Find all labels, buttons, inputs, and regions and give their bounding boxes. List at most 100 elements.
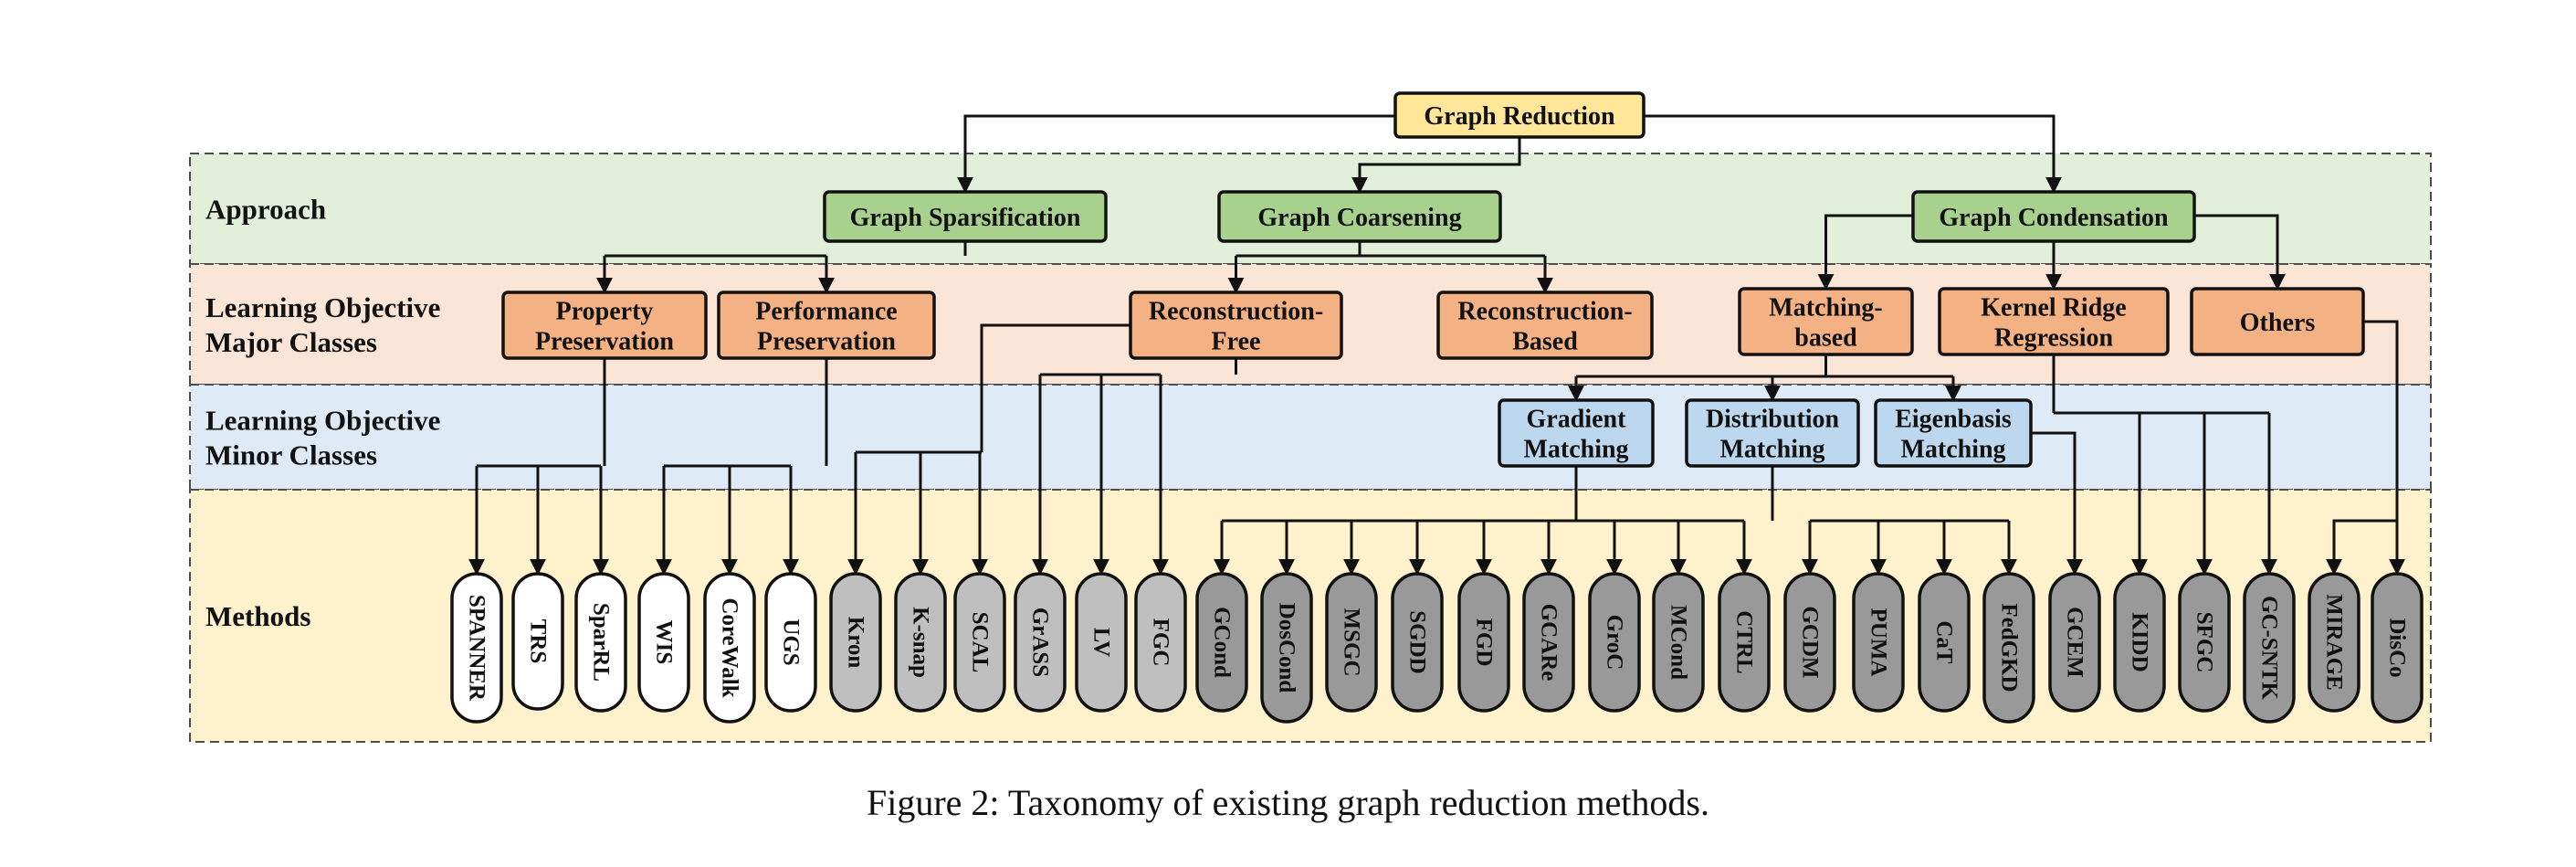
method-corewalk <box>703 572 756 724</box>
method-label-trs: TRS <box>526 619 551 664</box>
method-sgdd <box>1391 572 1444 713</box>
node-label-match: Matching- <box>1769 294 1882 322</box>
method-mirage <box>2308 572 2360 713</box>
node-label-root: Graph Reduction <box>1424 102 1615 131</box>
node-krr <box>1938 287 2170 356</box>
figure-caption: Figure 2: Taxonomy of existing graph red… <box>867 782 1709 823</box>
node-label-cond: Graph Condensation <box>1939 204 2169 232</box>
node-label-recf: Reconstruction- <box>1149 298 1323 326</box>
method-label-gcdm: GCDM <box>1798 606 1823 678</box>
method-scal <box>953 572 1006 713</box>
band-minor <box>189 384 2432 491</box>
node-label-prop: Property <box>556 298 654 326</box>
connector <box>980 323 1130 452</box>
method-label-gcond: GCond <box>1210 607 1235 678</box>
node-label-eigen: Eigenbasis <box>1895 406 2012 434</box>
method-gcare <box>1522 572 1575 713</box>
method-label-ugs: UGS <box>779 619 804 665</box>
method-ugs <box>764 572 817 713</box>
method-label-fedgkd: FedGKD <box>1997 603 2022 692</box>
method-label-sgdd: SGDD <box>1405 610 1430 673</box>
connector <box>2031 431 2083 576</box>
method-grass <box>1014 572 1067 713</box>
node-match <box>1738 287 1914 356</box>
connector <box>1351 137 1521 194</box>
node-label-perf: Performance <box>755 298 897 326</box>
node-spars <box>823 190 1108 243</box>
method-ctrl <box>1718 572 1771 713</box>
method-doscond <box>1260 572 1313 724</box>
node-label-coars: Graph Coarsening <box>1257 204 1461 232</box>
method-label-sfgc: SFGC <box>2192 612 2217 673</box>
method-label-doscond: DosCond <box>1275 603 1299 693</box>
method-sparrl <box>574 572 627 713</box>
node-prop <box>501 291 708 360</box>
node-perf <box>717 291 936 360</box>
node-root <box>1393 91 1645 139</box>
method-label-mirage: MIRAGE <box>2322 594 2347 691</box>
node-label-match: based <box>1794 324 1857 353</box>
node-eigen <box>1874 398 2033 468</box>
method-label-gcare: GCARe <box>1537 604 1561 682</box>
method-puma <box>1852 572 1905 713</box>
method-disco <box>2371 572 2424 724</box>
band-label-minor: Learning Objective <box>205 405 440 437</box>
node-recb <box>1436 291 1654 360</box>
node-label-perf: Preservation <box>757 328 896 356</box>
method-label-cat: CaT <box>1932 620 1957 664</box>
node-label-dist: Matching <box>1719 436 1824 464</box>
method-sfgc <box>2178 572 2231 713</box>
method-label-fgc: FGC <box>1149 619 1173 667</box>
method-label-k-snap: K-snap <box>909 607 933 678</box>
node-label-eigen: Matching <box>1900 436 2005 464</box>
node-recf <box>1129 291 1343 360</box>
connector <box>1817 214 1913 291</box>
method-label-kidd: KIDD <box>2128 612 2152 671</box>
method-gc-sntk <box>2243 572 2296 724</box>
method-label-mcond: MCond <box>1667 605 1691 680</box>
method-fgd <box>1457 572 1510 713</box>
node-label-grad: Matching <box>1523 436 1628 464</box>
node-others <box>2190 287 2365 356</box>
band-label-major: Learning Objective <box>205 291 440 323</box>
node-label-recf: Free <box>1212 328 1261 356</box>
node-label-others: Others <box>2240 309 2316 337</box>
method-gcond <box>1195 572 1248 713</box>
method-fgc <box>1134 572 1187 713</box>
method-label-disco: DisCo <box>2385 618 2410 677</box>
method-k-snap <box>894 572 947 713</box>
method-trs <box>511 572 564 711</box>
method-fedgkd <box>1982 572 2035 724</box>
connector <box>2363 320 2405 576</box>
method-kron <box>829 572 882 713</box>
node-label-krr: Kernel Ridge <box>1981 294 2126 322</box>
method-label-scal: SCAL <box>968 612 993 673</box>
node-label-grad: Gradient <box>1527 406 1627 434</box>
method-kidd <box>2113 572 2166 713</box>
method-label-lv: LV <box>1089 628 1114 657</box>
node-grad <box>1498 398 1655 468</box>
method-gcem <box>2048 572 2101 713</box>
node-label-krr: Regression <box>1994 324 2114 353</box>
method-cat <box>1918 572 1971 713</box>
method-label-fgd: FGD <box>1472 619 1497 667</box>
method-label-grass: GrASS <box>1028 608 1053 677</box>
method-gcdm <box>1783 572 1836 713</box>
method-label-groc: GroC <box>1603 615 1627 671</box>
band-label-minor: Minor Classes <box>205 439 377 471</box>
method-spanner <box>450 572 503 724</box>
method-label-corewalk: CoreWalk <box>718 597 742 697</box>
method-label-gcem: GCEM <box>2063 607 2087 678</box>
node-label-prop: Preservation <box>535 328 674 356</box>
band-label-approach: Approach <box>205 194 326 226</box>
node-label-spars: Graph Sparsification <box>850 204 1081 232</box>
node-dist <box>1685 398 1860 468</box>
node-cond <box>1911 190 2196 243</box>
method-label-gc-sntk: GC-SNTK <box>2257 596 2282 700</box>
band-label-methods: Methods <box>205 600 310 632</box>
node-label-dist: Distribution <box>1706 406 1840 434</box>
method-mcond <box>1652 572 1705 713</box>
band-label-major: Major Classes <box>205 326 377 358</box>
connector <box>957 114 1395 194</box>
